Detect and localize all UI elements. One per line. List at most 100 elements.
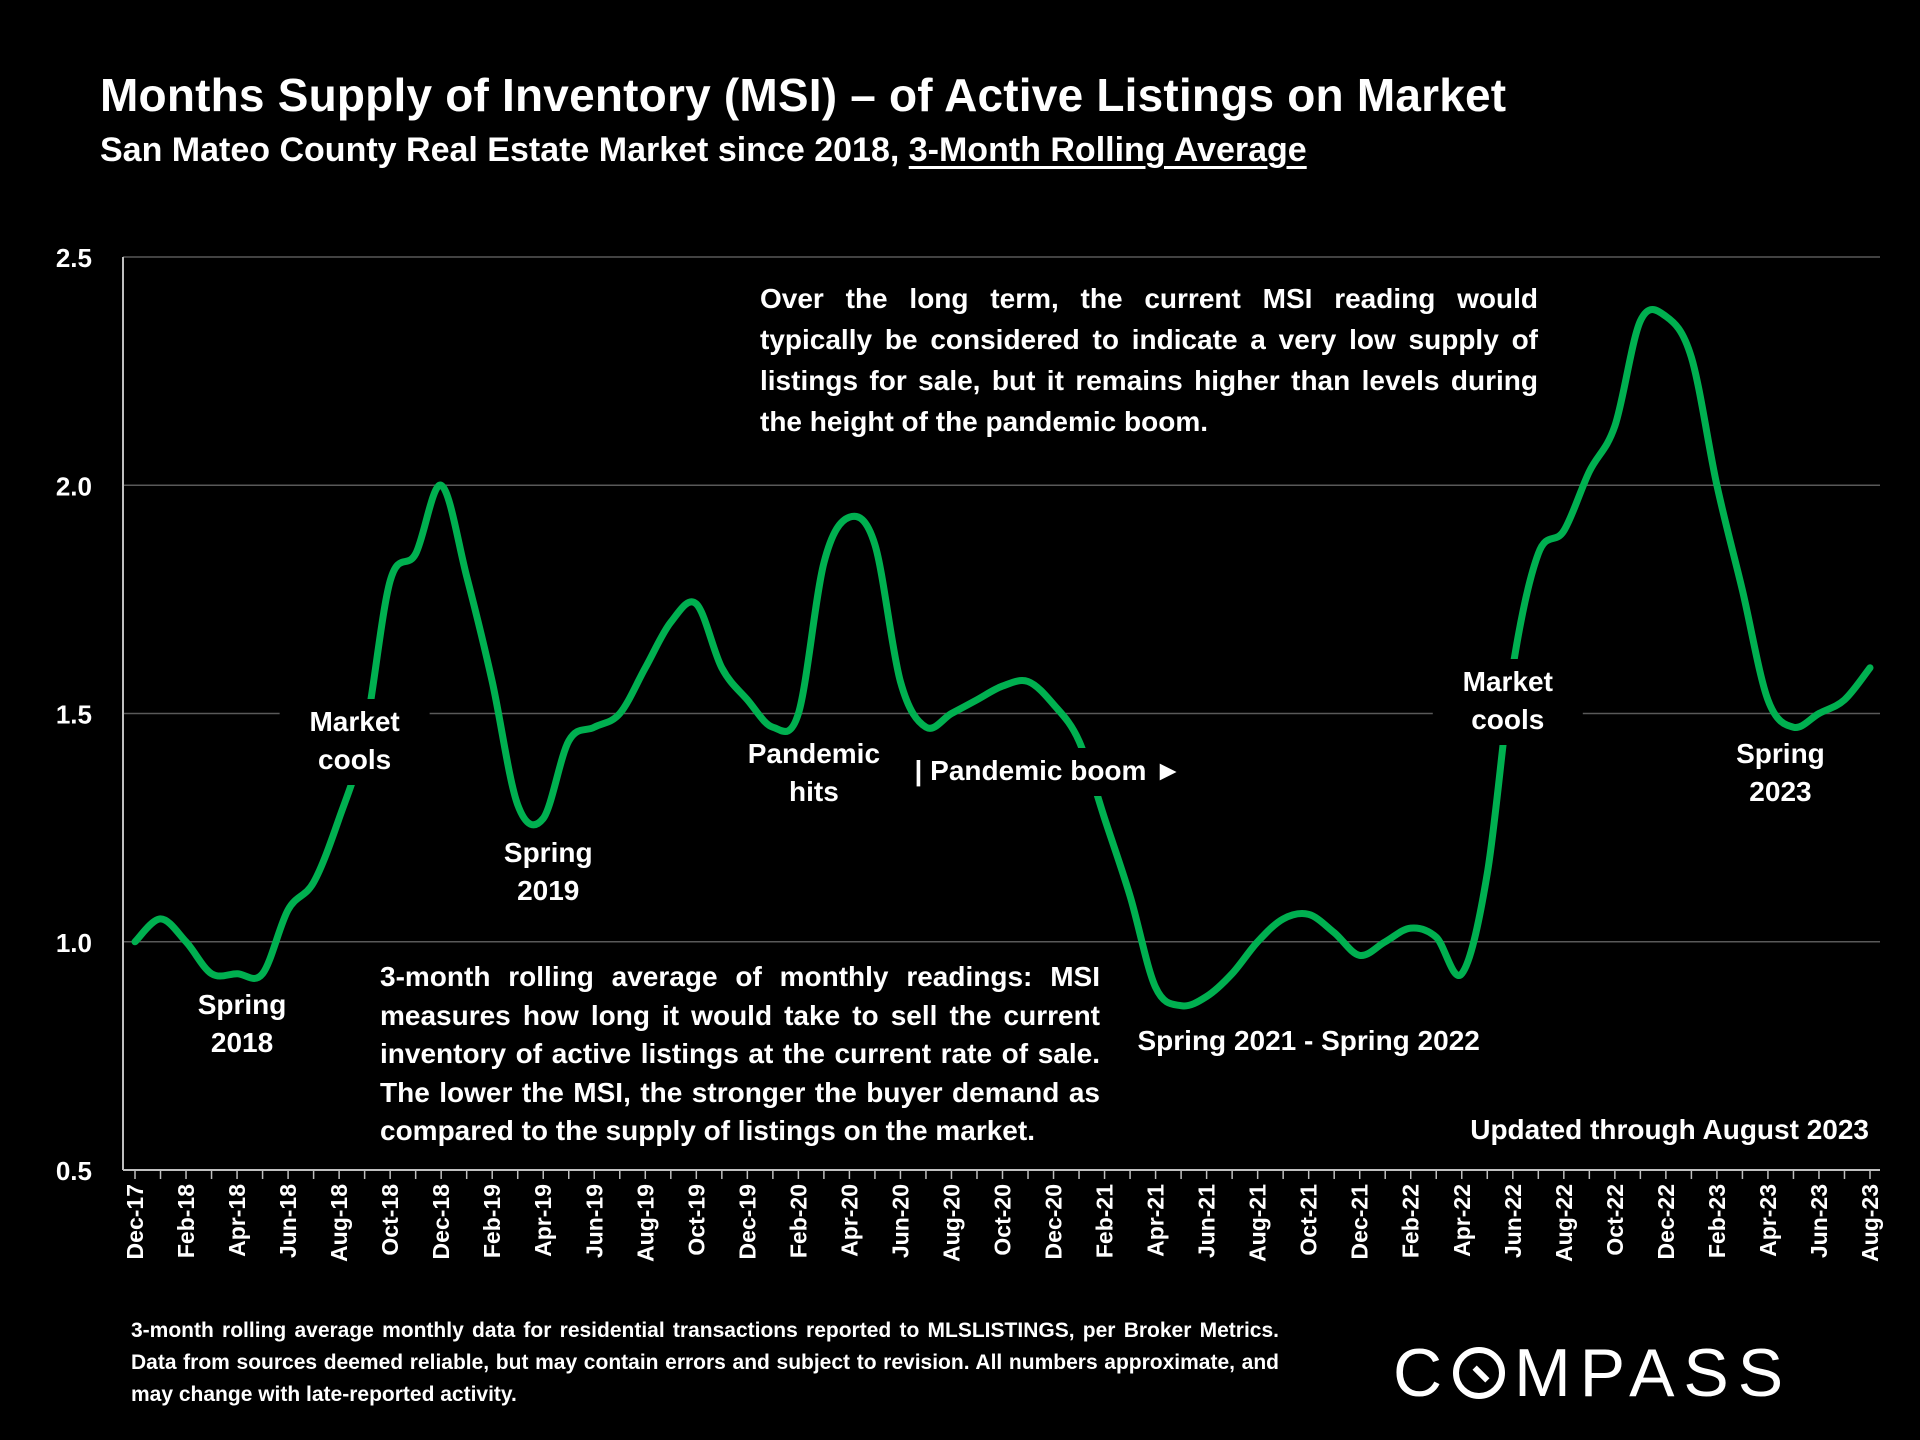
chart-annotation: | Pandemic boom ► — [915, 755, 1182, 786]
msi-data-point — [540, 815, 546, 821]
x-tick-label: Jun-23 — [1806, 1184, 1832, 1258]
msi-data-point — [1433, 934, 1439, 940]
x-tick-label: Aug-23 — [1857, 1184, 1883, 1262]
msi-data-point — [1816, 711, 1822, 717]
msi-data-point — [1535, 551, 1541, 557]
msi-data-point — [413, 551, 419, 557]
msi-data-point — [1306, 911, 1312, 917]
x-tick-label: Apr-23 — [1755, 1184, 1781, 1257]
msi-data-point — [872, 542, 878, 548]
x-tick-label: Aug-19 — [632, 1184, 658, 1262]
x-tick-label: Jun-21 — [1194, 1184, 1220, 1258]
note-msi-definition: 3-month rolling average of monthly readi… — [380, 961, 1100, 1146]
msi-data-point — [1280, 916, 1286, 922]
x-tick-label: Dec-17 — [122, 1184, 148, 1259]
msi-data-point — [1153, 984, 1159, 990]
chart-annotation: Spring 2021 - Spring 2022 — [1138, 1025, 1480, 1056]
msi-data-point — [1331, 930, 1337, 936]
chart-annotation: Market cools — [1463, 666, 1553, 735]
msi-data-point — [1127, 893, 1133, 899]
x-tick-label: Oct-18 — [377, 1184, 403, 1256]
annotation-backdrop — [279, 699, 430, 785]
msi-data-point — [260, 971, 266, 977]
msi-data-point — [1765, 697, 1771, 703]
x-tick-label: Jun-19 — [581, 1184, 607, 1258]
x-tick-label: Oct-20 — [990, 1184, 1016, 1256]
msi-data-point — [1178, 1003, 1184, 1009]
msi-data-point — [1663, 313, 1669, 319]
x-tick-label: Aug-20 — [938, 1184, 964, 1262]
x-tick-label: Jun-22 — [1500, 1184, 1526, 1258]
msi-data-point — [1076, 738, 1082, 744]
msi-data-point — [132, 939, 138, 945]
note-long-term: Over the long term, the current MSI read… — [760, 283, 1538, 437]
msi-data-point — [311, 879, 317, 885]
x-tick-label: Jun-18 — [275, 1184, 301, 1258]
subtitle-text: San Mateo County Real Estate Market sinc… — [100, 131, 909, 169]
chart-annotation: Updated through August 2023 — [1470, 1114, 1869, 1145]
msi-data-point — [719, 665, 725, 671]
logo-text-start: C — [1393, 1335, 1452, 1411]
msi-data-point — [1357, 952, 1363, 958]
source-footnote: 3-month rolling average monthly data for… — [131, 1319, 1279, 1406]
msi-data-point — [668, 619, 674, 625]
msi-data-point — [234, 971, 240, 977]
x-tick-label: Feb-22 — [1398, 1184, 1424, 1258]
chart-subtitle: San Mateo County Real Estate Market sinc… — [100, 131, 1307, 170]
y-tick-label: 1.0 — [56, 928, 92, 958]
x-tick-label: Apr-21 — [1143, 1184, 1169, 1257]
msi-data-point — [744, 697, 750, 703]
msi-data-point — [1102, 815, 1108, 821]
msi-data-point — [617, 711, 623, 717]
msi-data-point — [489, 679, 495, 685]
x-tick-label: Dec-18 — [428, 1184, 454, 1260]
msi-data-point — [183, 939, 189, 945]
msi-data-point — [566, 738, 572, 744]
msi-data-point — [438, 482, 444, 488]
msi-data-point — [464, 574, 470, 580]
msi-series-line — [131, 306, 1874, 1010]
msi-data-point — [1739, 587, 1745, 593]
msi-data-point — [387, 578, 393, 584]
x-tick-label: Dec-21 — [1347, 1184, 1373, 1260]
msi-data-point — [770, 724, 776, 730]
msi-data-point — [897, 679, 903, 685]
msi-data-point — [1408, 925, 1414, 931]
chart-annotation: Spring 2018 — [198, 989, 287, 1058]
msi-data-point — [285, 907, 291, 913]
x-tick-label: Apr-20 — [836, 1184, 862, 1257]
compass-logo: C MPASS — [1393, 1335, 1796, 1411]
msi-data-point — [1051, 701, 1057, 707]
msi-data-point — [948, 711, 954, 717]
annotation-backdrop — [167, 982, 318, 1068]
msi-data-point — [1382, 939, 1388, 945]
msi-data-point — [1025, 679, 1031, 685]
compass-needle-icon — [1453, 1347, 1506, 1399]
x-tick-label: Dec-19 — [734, 1184, 760, 1259]
x-tick-label: Aug-22 — [1551, 1184, 1577, 1262]
x-tick-label: Feb-18 — [173, 1184, 199, 1258]
msi-data-point — [1688, 354, 1694, 360]
msi-data-point — [795, 711, 801, 717]
msi-data-point — [1484, 870, 1490, 876]
y-tick-label: 2.5 — [56, 243, 92, 273]
msi-data-point — [1459, 971, 1465, 977]
msi-data-point — [1000, 683, 1006, 689]
msi-data-point — [1612, 423, 1618, 429]
x-tick-label: Aug-21 — [1245, 1184, 1271, 1262]
msi-data-point — [821, 560, 827, 566]
x-tick-label: Feb-23 — [1704, 1184, 1730, 1258]
msi-data-point — [1255, 939, 1261, 945]
msi-data-point — [1637, 318, 1643, 324]
msi-data-point — [336, 815, 342, 821]
chart-title: Months Supply of Inventory (MSI) – of Ac… — [100, 69, 1507, 121]
x-tick-label: Feb-20 — [785, 1184, 811, 1258]
msi-data-point — [1790, 724, 1796, 730]
msi-data-point — [1561, 528, 1567, 534]
msi-data-point — [642, 665, 648, 671]
msi-data-point — [591, 724, 597, 730]
msi-data-point — [1841, 697, 1847, 703]
x-tick-label: Dec-22 — [1653, 1184, 1679, 1259]
x-tick-label: Feb-21 — [1092, 1184, 1118, 1258]
